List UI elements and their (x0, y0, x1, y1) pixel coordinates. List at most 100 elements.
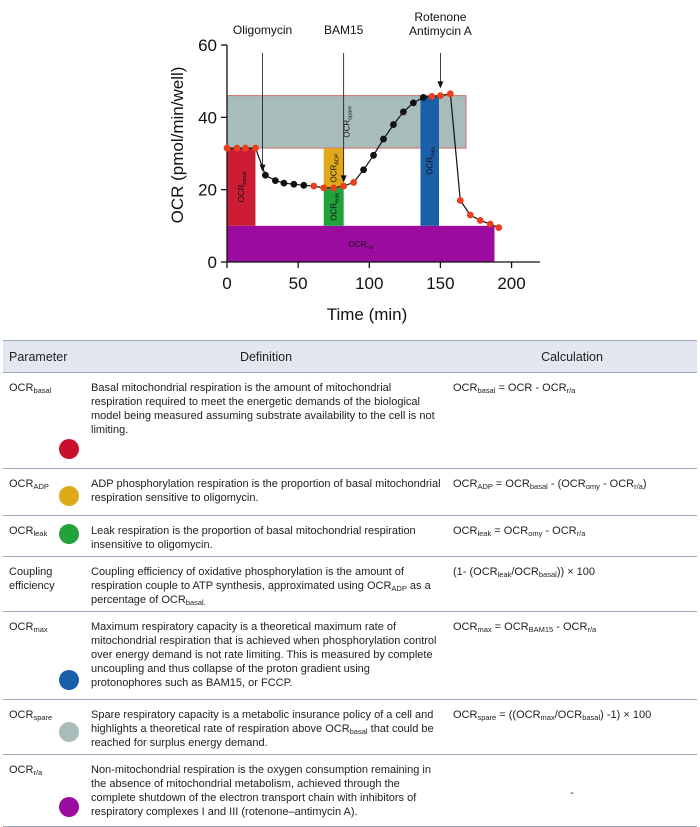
calculation-cell: - (447, 754, 697, 827)
parameter-color-dot (59, 439, 79, 459)
x-tick-label: 50 (289, 274, 308, 293)
data-point (380, 135, 387, 143)
parameter-color-dot (59, 524, 79, 544)
table-row: OCRmax Maximum respiratory capacity is a … (3, 611, 697, 700)
y-tick-label: 20 (198, 181, 217, 200)
y-tick-label: 0 (208, 253, 217, 272)
definition-cell: Coupling efficiency of oxidative phospho… (85, 556, 447, 612)
parameter-color-dot (59, 722, 79, 742)
data-point (466, 211, 474, 219)
parameter-name: OCR (9, 764, 34, 776)
chart-injections: Oligomycin BAM15 Rotenone Antimycin A (233, 10, 472, 183)
calculation-cell: OCRbasal = OCR - OCRr/a (447, 372, 697, 469)
data-point (233, 144, 241, 152)
table-row: OCRleak Leak respiration is the proportio… (3, 515, 697, 557)
data-point (409, 99, 417, 107)
parameter-cell: OCRmax (3, 611, 85, 700)
table-row: OCRspare Spare respiratory capacity is a … (3, 699, 697, 755)
data-point (271, 177, 279, 185)
y-tick-label: 40 (198, 108, 217, 127)
data-point (370, 151, 377, 159)
region-ra (227, 225, 495, 262)
data-point (252, 144, 259, 152)
calculation-cell: OCRADP = OCRbasal - (OCRomy - OCRr/a) (447, 468, 697, 516)
region-label-spare: OCRspare (343, 106, 354, 138)
injection-arrowhead (259, 164, 266, 172)
parameter-cell: OCRspare (3, 699, 85, 755)
parameter-cell: OCRleak (3, 515, 85, 557)
region-label-basal: OCRbasal (237, 171, 248, 202)
parameter-color-dot (59, 797, 79, 817)
region-leak (323, 187, 344, 226)
definition-cell: Basal mitochondrial respiration is the a… (85, 372, 447, 469)
x-tick-label: 0 (222, 274, 231, 293)
data-point (495, 224, 503, 232)
table-row: OCRbasal Basal mitochondrial respiration … (3, 372, 697, 469)
region-adp (323, 148, 344, 188)
region-basal (227, 148, 256, 226)
injection-arrowhead (437, 81, 444, 89)
parameter-name: OCR (9, 478, 34, 490)
data-point (390, 121, 397, 128)
data-point (446, 90, 454, 98)
parameter-name: OCR (9, 621, 34, 633)
data-point (242, 144, 249, 152)
x-tick-label: 200 (497, 274, 525, 293)
chart-axes: 0 20 40 60 0 50 100 150 200 (198, 36, 540, 293)
data-point (476, 217, 484, 224)
parameter-color-dot (59, 670, 79, 690)
header-definition: Definition (85, 340, 447, 373)
data-point (320, 184, 328, 192)
parameter-subscript: leak (33, 529, 48, 538)
definition-cell: Maximum respiratory capacity is a theore… (85, 611, 447, 700)
data-point (456, 197, 464, 204)
data-point (350, 179, 358, 186)
data-point (310, 182, 318, 190)
parameter-subscript: r/a (33, 768, 43, 777)
y-axis-label: OCR (pmol/min/well) (168, 67, 187, 224)
calculation-cell: OCRspare = ((OCRmax/OCRbasal) -1) × 100 (447, 699, 697, 755)
region-label-adp: OCRADP (330, 153, 341, 182)
data-point (437, 92, 444, 100)
x-tick-label: 100 (355, 274, 383, 293)
y-tick-label: 60 (198, 36, 217, 55)
parameter-cell: OCRr/a (3, 754, 85, 827)
chart-series (223, 90, 503, 232)
x-axis-label: Time (min) (327, 305, 408, 324)
calculation-cell: (1- (OCRleak/OCRbasal)) × 100 (447, 556, 697, 612)
region-label-max: OCRmax (426, 146, 437, 174)
parameter-cell: OCRbasal (3, 372, 85, 469)
region-max (420, 95, 439, 226)
parameter-name: OCR (9, 382, 34, 394)
ocr-chart: OCRspare OCRr/a OCRbasal OCRADP OCRleak OCRma… (168, 10, 540, 324)
injection-arrowhead (340, 175, 347, 183)
parameter-subscript: max (33, 625, 48, 634)
data-point (419, 94, 427, 101)
parameter-subscript: basal (33, 386, 52, 395)
region-label-ra: OCRr/a (349, 240, 374, 251)
data-point (428, 92, 436, 100)
data-point (360, 166, 367, 174)
data-point (400, 108, 407, 116)
injection-label: BAM15 (324, 23, 364, 37)
chart-regions: OCRspare OCRr/a OCRbasal OCRADP OCRleak OCRma… (226, 95, 495, 262)
definition-cell: Leak respiration is the proportion of ba… (85, 515, 447, 557)
data-point (486, 220, 494, 228)
table-header-row: Parameter Definition Calculation (3, 340, 697, 373)
parameter-cell: Coupling efficiency (3, 556, 85, 612)
definition-cell: Non-mitochondrial respiration is the oxy… (85, 754, 447, 827)
header-calculation: Calculation (447, 340, 697, 373)
parameter-table: Parameter Definition Calculation OCRbasa… (3, 340, 697, 827)
data-point (340, 182, 348, 190)
table-row: Coupling efficiency Coupling efficiency o… (3, 556, 697, 612)
injection-label: Oligomycin (233, 23, 292, 37)
parameter-color-dot (59, 486, 79, 506)
calculation-cell: OCRmax = OCRBAM15 - OCRr/a (447, 611, 697, 700)
data-point (223, 144, 231, 152)
parameter-name: OCR (9, 709, 34, 721)
calculation-cell: OCRleak = OCRomy - OCRr/a (447, 515, 697, 557)
definition-cell: ADP phosphorylation respiration is the p… (85, 468, 447, 516)
header-parameter: Parameter (3, 340, 85, 373)
injection-label: Rotenone Antimycin A (409, 10, 472, 38)
parameter-cell: OCRADP (3, 468, 85, 516)
